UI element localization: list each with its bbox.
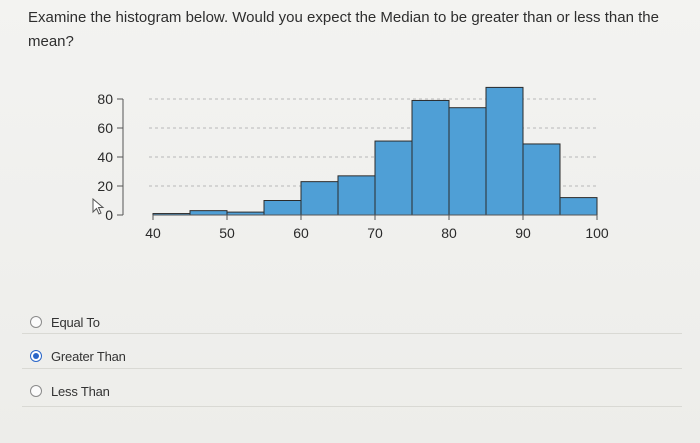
x-tick-label: 100 <box>585 225 609 241</box>
option-greater-than[interactable]: Greater Than <box>30 346 126 366</box>
radio-greater-than[interactable] <box>30 350 42 362</box>
option-greater-than-label: Greater Than <box>51 348 126 364</box>
divider <box>22 333 682 334</box>
histogram-bar <box>263 200 302 216</box>
histogram-svg: 0 20 40 60 80 40 50 60 70 80 90 100 <box>97 86 609 241</box>
histogram-chart: 0 20 40 60 80 40 50 60 70 80 90 100 <box>80 82 640 262</box>
y-tick-label: 40 <box>97 149 113 165</box>
histogram-bar <box>189 210 228 216</box>
y-tick-label: 20 <box>97 178 113 194</box>
x-tick-label: 70 <box>367 225 383 241</box>
y-tick-label: 80 <box>97 91 113 107</box>
radio-less-than[interactable] <box>30 385 42 397</box>
question-text: Examine the histogram below. Would you e… <box>28 9 659 50</box>
option-equal-to[interactable]: Equal To <box>30 312 100 332</box>
histogram-bar <box>300 181 339 216</box>
histogram-bar <box>374 140 413 216</box>
histogram-bar <box>411 99 450 216</box>
x-tick-label: 60 <box>293 225 309 241</box>
x-tick-label: 90 <box>515 225 531 241</box>
x-tick-label: 50 <box>219 225 235 241</box>
x-tick-label: 40 <box>145 225 161 241</box>
histogram-bar <box>559 197 598 216</box>
x-tick-label: 80 <box>441 225 457 241</box>
radio-equal-to[interactable] <box>30 316 42 328</box>
histogram-bar <box>522 143 561 216</box>
option-less-than-label: Less Than <box>51 383 110 399</box>
y-tick-label: 0 <box>105 207 113 223</box>
histogram-bar <box>485 86 524 216</box>
histogram-bar <box>448 107 487 216</box>
option-less-than[interactable]: Less Than <box>30 381 110 401</box>
histogram-bar <box>337 175 376 216</box>
divider <box>22 368 682 369</box>
mouse-pointer-icon <box>92 198 105 215</box>
option-equal-to-label: Equal To <box>51 314 100 330</box>
divider <box>22 406 682 407</box>
y-tick-label: 60 <box>97 120 113 136</box>
